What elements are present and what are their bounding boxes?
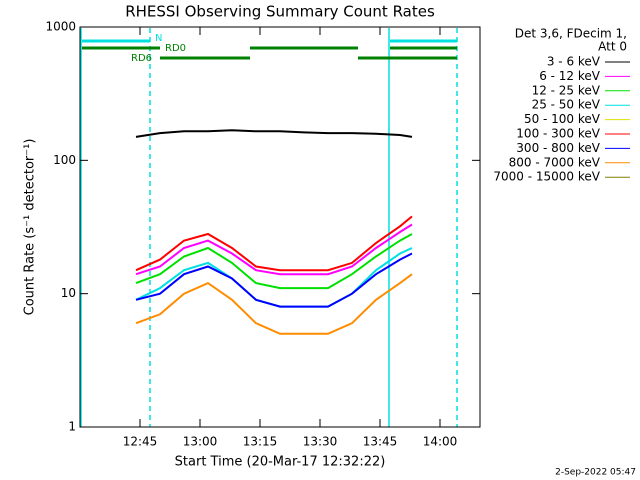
data-line (135, 129, 413, 138)
legend-label: 100 - 300 keV (516, 127, 600, 141)
y-tick-label: 1 (68, 420, 76, 434)
y-axis-label: Count Rate (s⁻¹ detector⁻¹) (23, 139, 38, 316)
data-line (135, 233, 413, 290)
plot-frame (79, 26, 481, 428)
legend-title: Det 3,6, FDecim 1, (515, 27, 627, 41)
data-line (135, 223, 413, 276)
x-tick-label: 14:00 (423, 435, 458, 449)
legend-label: 25 - 50 keV (532, 98, 601, 112)
annotation: RD0 (165, 43, 186, 54)
legend-label: 3 - 6 keV (547, 55, 601, 69)
y-tick-label: 10 (61, 286, 76, 300)
y-tick-label: 100 (53, 153, 76, 167)
x-tick-label: 13:00 (183, 435, 218, 449)
data-line (135, 273, 413, 335)
state-lines (80, 28, 458, 427)
x-axis-label: Start Time (20-Mar-17 12:32:22) (175, 455, 386, 470)
legend-label: 300 - 800 keV (516, 141, 600, 155)
data-line (135, 215, 413, 272)
y-tick-label: 1000 (45, 20, 76, 34)
footer: 2-Sep-2022 05:47 (555, 468, 636, 478)
annotation: RD6 (131, 53, 152, 64)
legend-label: 50 - 100 keV (524, 112, 601, 126)
x-tick-label: 13:45 (363, 435, 398, 449)
x-tick-label: 13:15 (243, 435, 278, 449)
chart-title: RHESSI Observing Summary Count Rates (125, 3, 435, 21)
legend-label: 6 - 12 keV (539, 69, 601, 83)
legend-title: Att 0 (598, 40, 627, 54)
legend-label: 7000 - 15000 keV (493, 170, 600, 184)
annotation: N (155, 33, 162, 44)
x-tick-label: 13:30 (303, 435, 338, 449)
data-line (135, 252, 413, 308)
legend-label: 12 - 25 keV (532, 83, 601, 97)
legend-label: 800 - 7000 keV (509, 155, 601, 169)
x-tick-label: 12:45 (123, 435, 158, 449)
